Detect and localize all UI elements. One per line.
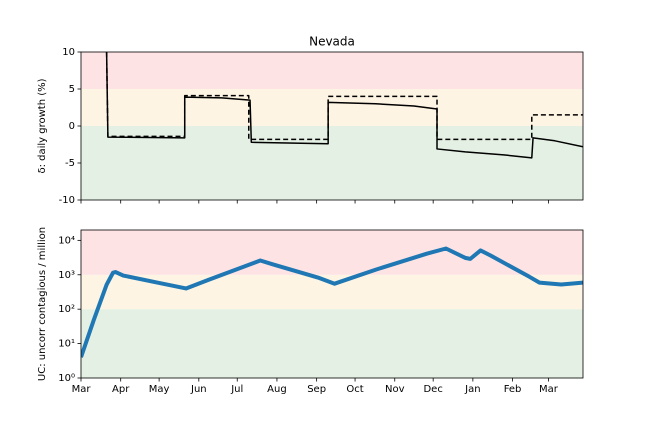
y-tick-label: 10⁴ [58, 235, 75, 246]
y-tick-label: 10² [58, 304, 75, 315]
band [81, 52, 583, 89]
x-tick-label: May [149, 384, 170, 395]
y-tick-label: 10⁰ [58, 373, 75, 384]
y-tick-label: 10¹ [58, 339, 75, 350]
x-tick-label: Jul [230, 384, 243, 395]
y-tick-label: -10 [59, 195, 75, 206]
y-axis-label: δ: daily growth (%) [37, 78, 48, 173]
data-line [81, 246, 583, 358]
x-tick-label: Jun [190, 384, 207, 395]
x-tick-label: Dec [423, 384, 442, 395]
x-tick-label: Sep [307, 384, 326, 395]
y-tick-label: 5 [69, 84, 75, 95]
x-tick-label: Oct [346, 384, 363, 395]
x-tick-label: Apr [112, 384, 130, 395]
y-axis-label: UC: uncorr contagious / million [37, 227, 48, 381]
chart-title: Nevada [309, 35, 355, 49]
band [81, 274, 583, 310]
band [81, 309, 583, 378]
x-tick-label: Jan [464, 384, 480, 395]
axes-frame [80, 229, 584, 379]
band [81, 89, 583, 126]
y-tick-label: -5 [65, 158, 75, 169]
x-tick-label: Aug [267, 384, 287, 395]
x-tick-label: Nov [385, 384, 405, 395]
band [81, 230, 583, 275]
x-tick-label: Feb [504, 384, 522, 395]
x-tick-label: Mar [539, 384, 559, 395]
data-line [105, 52, 583, 141]
x-tick-label: Mar [72, 384, 92, 395]
y-tick-label: 10 [62, 47, 75, 58]
y-tick-label: 10³ [58, 270, 75, 281]
y-tick-label: 0 [69, 121, 75, 132]
